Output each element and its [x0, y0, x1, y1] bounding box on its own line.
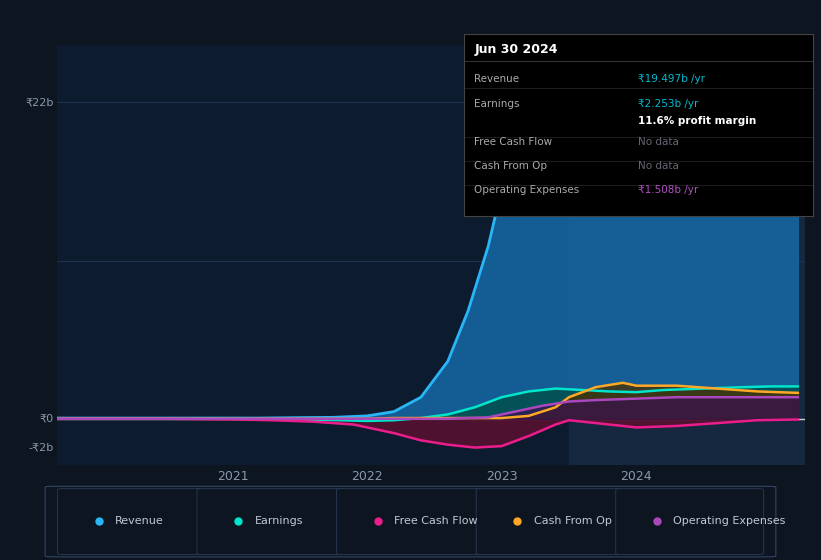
Text: ₹19.497b /yr: ₹19.497b /yr [639, 73, 705, 83]
Text: Revenue: Revenue [475, 73, 520, 83]
FancyBboxPatch shape [616, 489, 764, 554]
Text: No data: No data [639, 137, 679, 147]
FancyBboxPatch shape [57, 489, 205, 554]
Text: ₹0: ₹0 [39, 414, 53, 424]
Text: ₹1.508b /yr: ₹1.508b /yr [639, 185, 699, 195]
Bar [569, 45, 805, 465]
FancyBboxPatch shape [337, 489, 484, 554]
Text: 11.6% profit margin: 11.6% profit margin [639, 115, 757, 125]
Text: Revenue: Revenue [115, 516, 163, 526]
Text: ₹22b: ₹22b [25, 97, 53, 108]
Text: Free Cash Flow: Free Cash Flow [394, 516, 478, 526]
Text: Operating Expenses: Operating Expenses [673, 516, 786, 526]
Text: Cash From Op: Cash From Op [475, 161, 548, 171]
Text: Jun 30 2024: Jun 30 2024 [475, 43, 557, 55]
Text: Earnings: Earnings [475, 99, 520, 109]
Text: ₹2.253b /yr: ₹2.253b /yr [639, 99, 699, 109]
Text: Cash From Op: Cash From Op [534, 516, 612, 526]
Text: No data: No data [639, 161, 679, 171]
Text: Earnings: Earnings [255, 516, 303, 526]
Text: -₹2b: -₹2b [29, 442, 53, 452]
Text: Operating Expenses: Operating Expenses [475, 185, 580, 195]
FancyBboxPatch shape [476, 489, 624, 554]
Text: Free Cash Flow: Free Cash Flow [475, 137, 553, 147]
FancyBboxPatch shape [197, 489, 345, 554]
